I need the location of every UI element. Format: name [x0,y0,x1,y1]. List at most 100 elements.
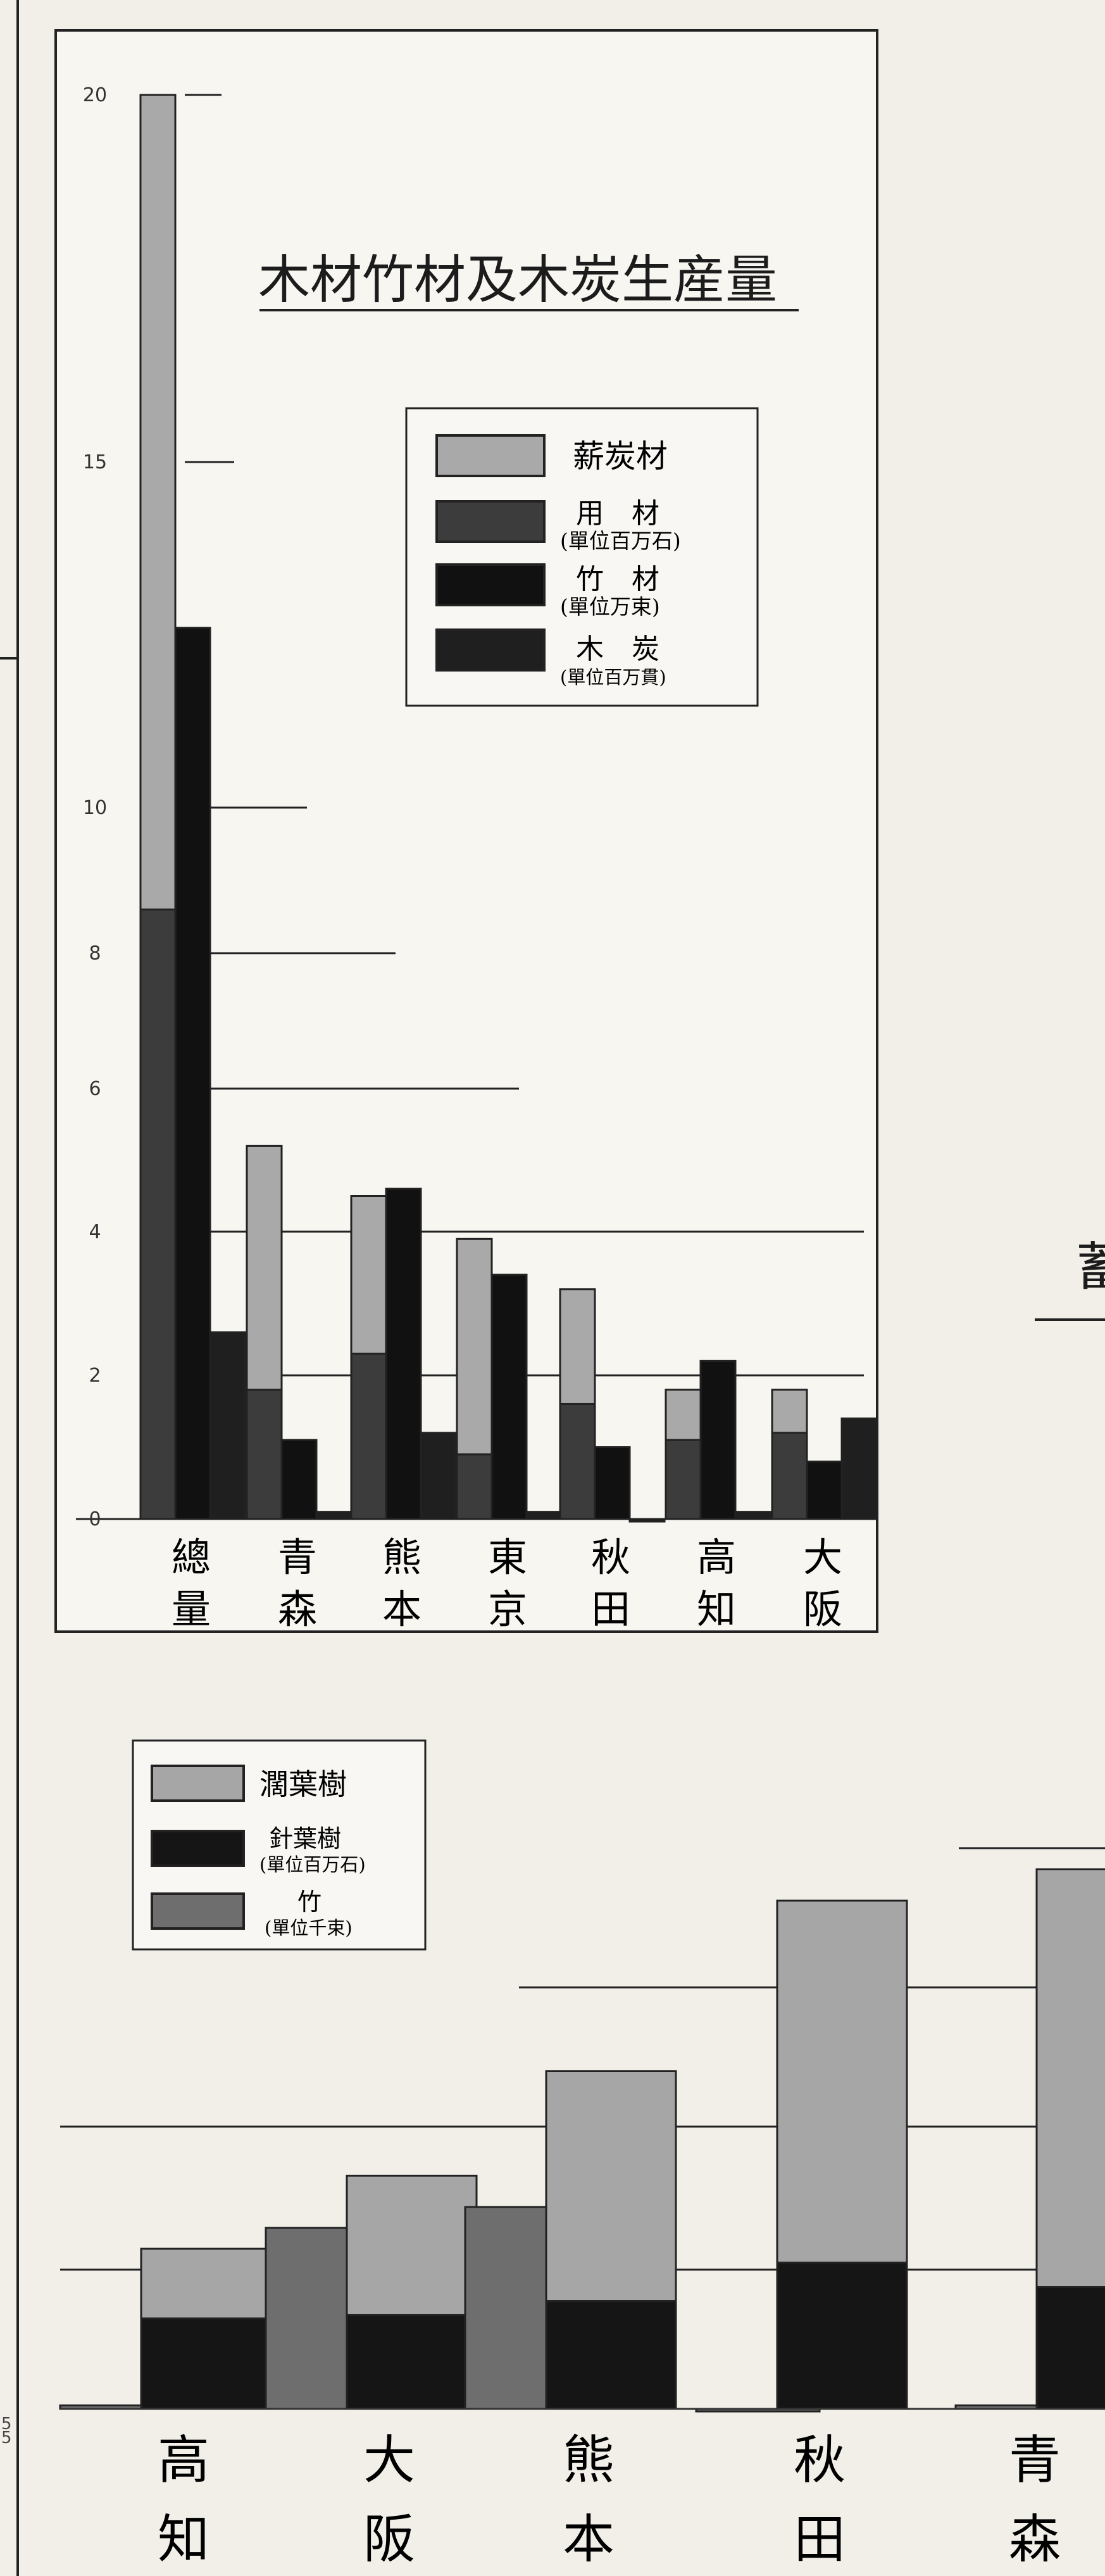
bar-yongzai [350,1353,387,1520]
bar-shintanzai [350,1195,387,1355]
legend-item: 針葉樹 (單位百万石) [151,1825,366,1875]
x-tick-label: 高 [158,2430,209,2491]
bar-shintanzai [771,1389,808,1434]
bar-katsuyouju [140,2248,272,2320]
bar-yongzai [139,908,177,1520]
bar-shinyouju [346,2314,478,2410]
x-tick-label: 阪 [363,2510,415,2570]
legend-label: 竹 [297,1888,322,1916]
bars [139,94,878,1523]
bar-katsuyouju [1035,1868,1105,2288]
legend-swatch [435,434,546,477]
legend-item: 竹 (單位千束) [151,1888,353,1939]
x-tick-label: 青 [278,1534,317,1580]
legend-swatch [435,500,546,543]
bar-chikuzai [385,1187,422,1520]
x-tick-label: 量 [172,1586,211,1632]
y-tick-label: 0 [89,1508,101,1530]
legend-label: 竹 材 [576,563,659,596]
bar-mokutan [628,1518,666,1523]
y-tick-label: 4 [89,1221,101,1243]
legend-swatch [151,1765,245,1802]
legend-label: 針葉樹 [269,1825,341,1853]
bar-shintanzai [665,1389,702,1441]
x-axis: 高知 大阪 熊本 秋田 青森 [158,2430,1061,2570]
bar-chikuzai [490,1273,528,1520]
legend-label: 木 炭 [576,633,659,665]
legend: 濶葉樹 針葉樹 (單位百万石) 竹 (單位千束) [132,1739,427,1951]
bars [59,1868,1105,2413]
legend-swatch [151,1892,245,1930]
bar-mokutan [525,1511,563,1520]
legend-swatch [151,1830,245,1867]
x-tick-label: 森 [278,1586,317,1632]
bar-katsuyouju [346,2175,478,2316]
page-edge-mark: 5 [1,2415,12,2434]
x-tick-label: 本 [563,2510,615,2570]
bar-chikuzai [594,1446,631,1520]
legend-note: (單位万束) [560,594,660,619]
legend-label: 薪炭材 [573,438,668,475]
legend: 薪炭材 用 材 (單位百万石) 竹 材 (單位万束) 木 炭 (單位百万貫) [405,407,759,707]
bar-mokutan [840,1417,878,1520]
x-tick-label: 知 [697,1586,736,1632]
bar-chikuzai [280,1439,318,1520]
bar-mokutan [734,1511,771,1520]
legend-item: 竹 材 (單位万束) [435,563,660,619]
y-tick-label: 20 [83,84,107,106]
legend-label: 用 材 [576,497,659,530]
legend-note: (單位百万石) [560,528,681,553]
legend-note: (單位百万石) [259,1854,366,1875]
legend-swatch [435,563,546,606]
bar-yongzai [559,1403,596,1520]
bar-shintanzai [139,94,177,911]
bar-shinyouju [545,2300,677,2410]
bar-mokutan [315,1511,353,1520]
bar-yongzai [456,1453,493,1520]
legend-swatch [435,628,546,672]
bar-yongzai [771,1432,808,1520]
x-tick-label: 田 [794,2510,846,2570]
chart-title: 木材竹材及木炭生産量 [258,250,777,310]
bar-katsuyouju [545,2070,677,2302]
legend-note: (單位千束) [265,1917,353,1939]
legend-note: (單位百万貫) [560,666,666,688]
x-tick-label: 總 [172,1534,211,1580]
bar-shintanzai [559,1288,596,1405]
x-tick-label: 大 [803,1534,842,1580]
bar-yongzai [246,1389,283,1520]
cropped-text: 蓄 [1076,1237,1105,1297]
bar-chikuzai [806,1460,843,1520]
bar-shinyouju [776,2261,908,2410]
x-tick-label: 田 [591,1586,630,1632]
page-edge-mark: 5 [1,2429,12,2448]
x-tick-label: 秋 [794,2430,846,2491]
x-tick-label: 熊 [382,1534,421,1580]
x-tick-label: 本 [382,1586,421,1632]
legend-item: 木 炭 (單位百万貫) [435,628,666,688]
x-axis: 總量 青森 熊本 東京 秋田 高知 大阪 [172,1534,842,1632]
y-tick-label: 15 [83,451,107,473]
x-tick-label: 東 [488,1534,527,1580]
bar-chikuzai [699,1360,737,1520]
x-tick-label: 青 [1009,2430,1061,2491]
legend-item: 用 材 (單位百万石) [435,497,681,553]
legend-label: 濶葉樹 [259,1767,347,1801]
bar-shinyouju [1035,2286,1105,2410]
bar-yongzai [665,1439,702,1520]
x-tick-label: 大 [363,2430,415,2491]
bar-shintanzai [456,1237,493,1456]
x-tick-label: 知 [158,2510,209,2570]
bar-shintanzai [246,1144,283,1391]
x-tick-label: 秋 [591,1534,630,1580]
y-tick-label: 8 [89,942,101,965]
bar-katsuyouju [776,1899,908,2264]
bar-shinyouju [140,2317,272,2410]
tree-volume-chart: 濶葉樹 針葉樹 (單位百万石) 竹 (單位千束) 高知 大阪 熊本 秋田 青森 [59,1739,1105,2570]
legend-item: 濶葉樹 [151,1765,347,1802]
bar-mokutan [420,1432,457,1520]
y-tick-label: 10 [83,797,107,819]
bar-mokutan [209,1331,246,1520]
y-tick-label: 6 [89,1078,101,1100]
